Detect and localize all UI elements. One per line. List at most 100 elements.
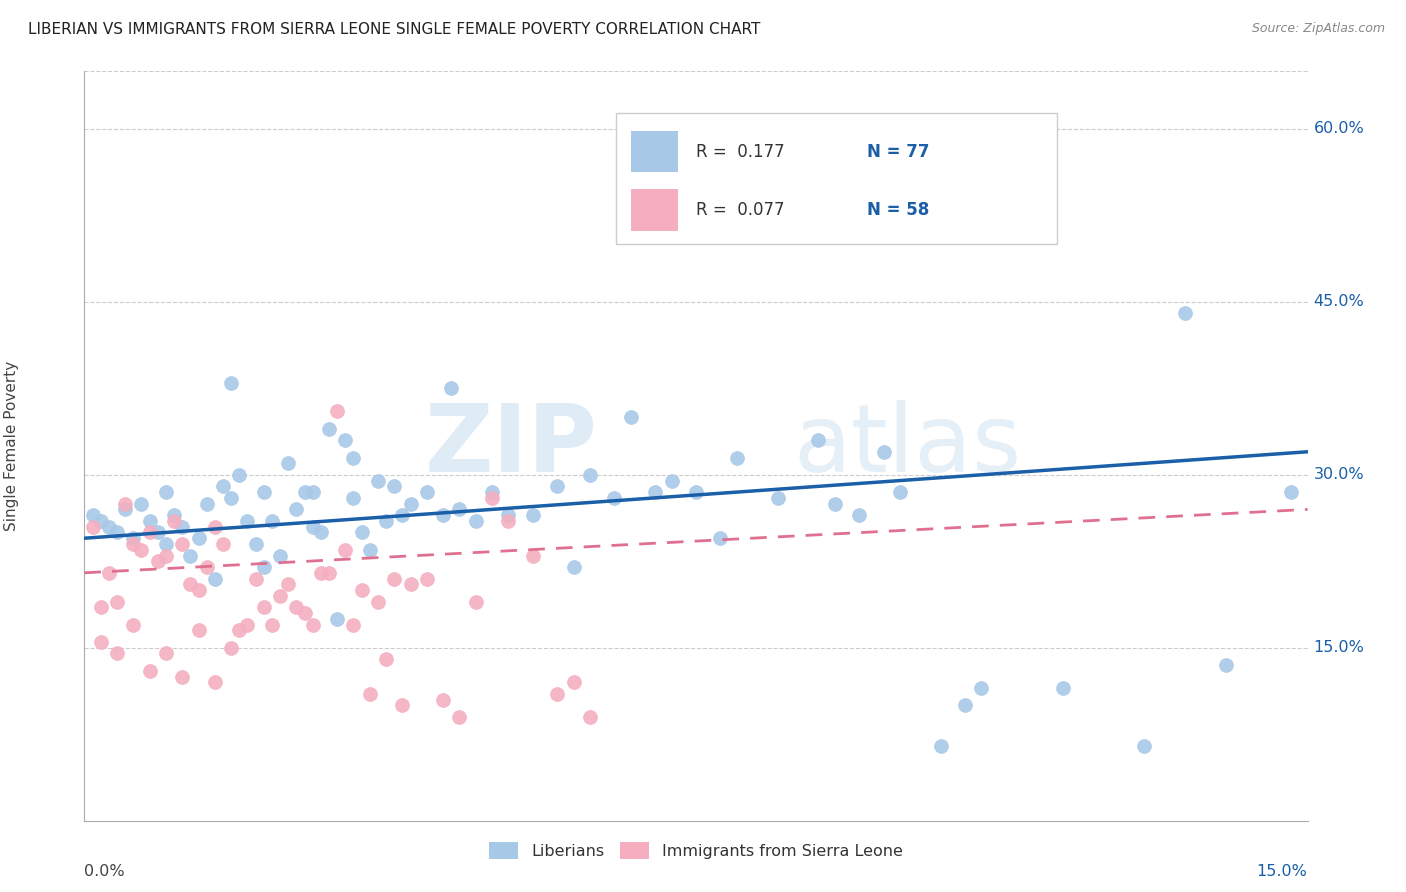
Text: LIBERIAN VS IMMIGRANTS FROM SIERRA LEONE SINGLE FEMALE POVERTY CORRELATION CHART: LIBERIAN VS IMMIGRANTS FROM SIERRA LEONE… xyxy=(28,22,761,37)
Point xyxy=(382,572,405,586)
Point xyxy=(375,652,398,666)
Point xyxy=(562,675,585,690)
Point xyxy=(195,560,218,574)
Point xyxy=(204,572,226,586)
Point xyxy=(146,554,169,568)
Point xyxy=(399,497,422,511)
Point xyxy=(579,467,602,482)
Point xyxy=(449,502,471,516)
Point xyxy=(359,542,381,557)
Point xyxy=(146,525,169,540)
Point xyxy=(90,600,112,615)
Point xyxy=(195,497,218,511)
Point xyxy=(309,525,332,540)
Point xyxy=(122,531,145,545)
Point xyxy=(269,589,291,603)
Point xyxy=(285,600,308,615)
Point xyxy=(172,519,194,533)
Point xyxy=(498,514,520,528)
Point xyxy=(1174,306,1197,320)
Point xyxy=(350,525,373,540)
Point xyxy=(285,502,308,516)
Point xyxy=(416,485,439,500)
Point xyxy=(367,594,389,608)
Point xyxy=(449,710,471,724)
Point xyxy=(359,687,381,701)
Point xyxy=(603,491,626,505)
Point xyxy=(620,410,643,425)
Point xyxy=(318,422,340,436)
Point xyxy=(253,560,276,574)
Point xyxy=(929,739,952,753)
Point xyxy=(309,566,332,580)
Point xyxy=(848,508,870,523)
Point xyxy=(294,485,316,500)
Point xyxy=(889,485,911,500)
Point xyxy=(335,434,357,448)
Point xyxy=(301,519,323,533)
Point xyxy=(212,537,235,551)
Point xyxy=(416,572,439,586)
Text: 15.0%: 15.0% xyxy=(1313,640,1365,656)
Point xyxy=(138,525,160,540)
Point xyxy=(342,491,364,505)
Point xyxy=(318,566,340,580)
Point xyxy=(522,508,544,523)
Point xyxy=(105,525,128,540)
Text: N = 58: N = 58 xyxy=(868,201,929,219)
Point xyxy=(522,549,544,563)
Point xyxy=(90,635,112,649)
Point xyxy=(326,404,349,418)
Point xyxy=(204,519,226,533)
Point xyxy=(546,687,568,701)
Text: 0.0%: 0.0% xyxy=(84,864,125,880)
Text: atlas: atlas xyxy=(794,400,1022,492)
Point xyxy=(122,537,145,551)
Text: 15.0%: 15.0% xyxy=(1257,864,1308,880)
Point xyxy=(269,549,291,563)
Point xyxy=(301,617,323,632)
Point xyxy=(219,640,242,655)
Point xyxy=(131,497,153,511)
Point xyxy=(375,514,398,528)
Point xyxy=(97,566,120,580)
Point xyxy=(172,537,194,551)
Point xyxy=(219,491,242,505)
Point xyxy=(277,577,299,591)
Point xyxy=(260,617,283,632)
Point xyxy=(236,514,259,528)
Text: R =  0.077: R = 0.077 xyxy=(696,201,785,219)
Point xyxy=(204,675,226,690)
Point xyxy=(277,456,299,470)
Point xyxy=(228,624,250,638)
Text: N = 77: N = 77 xyxy=(868,143,929,161)
Point xyxy=(122,617,145,632)
Point xyxy=(391,698,413,713)
Point xyxy=(481,491,503,505)
Point xyxy=(432,692,454,706)
Point xyxy=(824,497,846,511)
Point xyxy=(155,647,177,661)
Point xyxy=(179,549,201,563)
Point xyxy=(1215,658,1237,673)
Text: R =  0.177: R = 0.177 xyxy=(696,143,785,161)
Text: Single Female Poverty: Single Female Poverty xyxy=(4,361,20,531)
Point xyxy=(709,531,731,545)
Point xyxy=(131,542,153,557)
Text: 30.0%: 30.0% xyxy=(1313,467,1364,483)
Point xyxy=(766,491,789,505)
Text: Source: ZipAtlas.com: Source: ZipAtlas.com xyxy=(1251,22,1385,36)
Point xyxy=(1279,485,1302,500)
Point xyxy=(138,664,160,678)
Point xyxy=(138,514,160,528)
Point xyxy=(725,450,748,465)
Point xyxy=(253,600,276,615)
Point xyxy=(294,606,316,620)
Point xyxy=(367,474,389,488)
Point xyxy=(350,583,373,598)
Point xyxy=(82,508,104,523)
Point xyxy=(579,710,602,724)
Legend: Liberians, Immigrants from Sierra Leone: Liberians, Immigrants from Sierra Leone xyxy=(484,836,908,865)
Point xyxy=(661,474,683,488)
Point xyxy=(219,376,242,390)
